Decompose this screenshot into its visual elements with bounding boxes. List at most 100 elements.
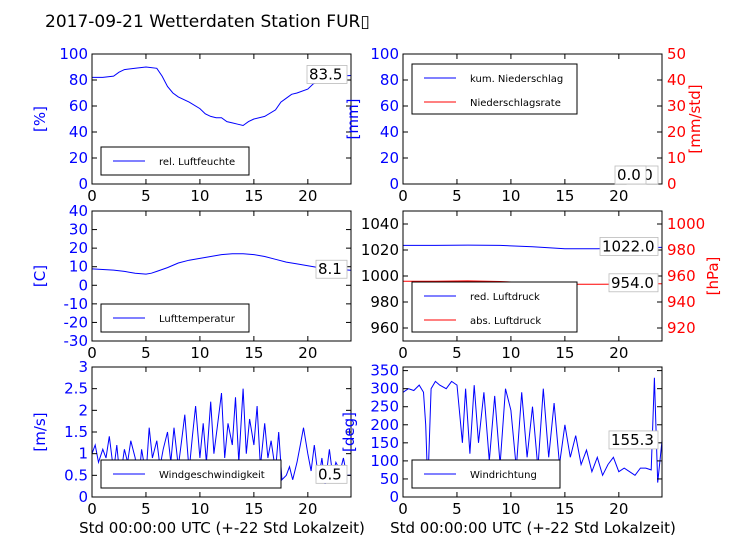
value-annotation: 8.1 [318, 260, 342, 278]
axes-frame-winddirection [402, 366, 663, 498]
y-tick-label: 250 [370, 398, 399, 416]
y2-tick-label: 0 [667, 175, 677, 193]
x-tick-label: 0 [87, 500, 97, 518]
y-tick-label: 150 [370, 434, 399, 452]
series-line-humidity-0 [92, 66, 351, 127]
y-tick-label: 980 [370, 293, 399, 311]
series-line-temperature-0 [92, 253, 351, 275]
y-tick-label: 50 [380, 470, 399, 488]
x-tick-label: 20 [609, 344, 628, 362]
y-tick-label: 30 [69, 221, 88, 239]
x-tick-label: 15 [555, 500, 574, 518]
legend-entry-label: Windgeschwindigkeit [159, 470, 265, 481]
y2-tick-label: 50 [667, 45, 686, 63]
y-tick-label: 0 [78, 488, 88, 506]
legend-entry-label: Windrichtung [470, 470, 537, 481]
x-axis-label-left: Std 00:00:00 UTC (+-22 Std Lokalzeit) [79, 519, 365, 537]
x-tick-label: 15 [244, 500, 263, 518]
annotation-box [599, 236, 659, 256]
y-tick-label: -10 [64, 295, 89, 313]
value-annotation: 954.0 [611, 274, 654, 292]
x-tick-label: 10 [190, 344, 209, 362]
panel-windspeed: 0 5 10 15 20 0 0.5 1 1.5 2 2.5 3 [m/s] Windgeschwindi… [31, 358, 352, 518]
annotation-box [306, 65, 348, 84]
value-annotation: 155.3 [611, 431, 654, 449]
x-tick-label: 10 [501, 187, 520, 205]
x-tick-label: 5 [141, 344, 151, 362]
x-tick-label: 5 [452, 344, 462, 362]
y-tick-label: 20 [380, 149, 399, 167]
x-tick-label: 15 [244, 344, 263, 362]
panel-precipitation: 0 5 10 15 20 0 20 40 60 80 100 0 10 20 30 40 50 [mm] [mm/s… [344, 45, 704, 205]
x-tick-label: 10 [190, 500, 209, 518]
y-tick-label: 200 [370, 416, 399, 434]
y-tick-label: 1040 [361, 215, 399, 233]
legend-entry-label: Niederschlagsrate [470, 98, 561, 109]
panel-humidity: 0 5 10 15 20 0 20 40 60 80 100 [%] rel. Luftfeuchte 8… [31, 45, 352, 205]
legend-pressure: red. Luftdruck abs. Luftdruck [411, 281, 578, 333]
x-tick-label: 20 [298, 500, 317, 518]
legend-entry-label: rel. Luftfeuchte [159, 157, 235, 168]
x-tick-label: 15 [555, 344, 574, 362]
legend-humidity: rel. Luftfeuchte [100, 146, 250, 176]
x-tick-label: 20 [298, 344, 317, 362]
y-tick-label: 10 [69, 258, 88, 276]
y-tick-label: 0 [389, 488, 399, 506]
y-tick-label: 100 [59, 45, 88, 63]
y2-tick-label: 1000 [667, 215, 705, 233]
y-tick-label: -20 [64, 313, 89, 331]
y-tick-label: 0 [389, 175, 399, 193]
y-tick-label: 80 [69, 71, 88, 89]
legend-box [411, 281, 578, 333]
x-axis-label-right: Std 00:00:00 UTC (+-22 Std Lokalzeit) [390, 519, 676, 537]
figure-title: 2017-09-21 Wetterdaten Station FUR▯ [45, 12, 370, 32]
y-axis-label: [mm] [344, 99, 362, 140]
x-tick-label: 15 [555, 187, 574, 205]
x-tick-label: 0 [87, 344, 97, 362]
y2-tick-label: 920 [667, 319, 696, 337]
y-tick-label: 0.5 [64, 466, 88, 484]
x-tick-label: 5 [141, 500, 151, 518]
annotation-box [315, 464, 348, 484]
y2-tick-label: 20 [667, 123, 686, 141]
legend-entry-label: Lufttemperatur [159, 314, 236, 325]
x-tick-label: 10 [190, 187, 209, 205]
y-tick-label: 100 [370, 452, 399, 470]
y-tick-label: 20 [69, 149, 88, 167]
y-tick-label: 3 [78, 358, 88, 376]
y-tick-label: 40 [380, 123, 399, 141]
y-tick-label: 40 [69, 202, 88, 220]
legend-winddirection: Windrichtung [411, 459, 561, 489]
y-tick-label: 1 [78, 445, 88, 463]
annotation-box [315, 259, 348, 279]
x-tick-label: 0 [398, 344, 408, 362]
x-tick-label: 5 [141, 187, 151, 205]
legend-entry-label: abs. Luftdruck [470, 316, 541, 327]
y-axis-label: [C] [31, 265, 49, 287]
x-tick-label: 5 [452, 500, 462, 518]
x-tick-label: 20 [298, 187, 317, 205]
panel-pressure: 0 5 10 15 20 960 980 1000 1020 1040 920 940 960 980 10… [361, 210, 722, 362]
legend-entry-label: red. Luftdruck [470, 292, 540, 303]
x-tick-label: 0 [398, 187, 408, 205]
x-tick-label: 20 [609, 187, 628, 205]
y-tick-label: -30 [64, 332, 89, 350]
y-tick-label: 60 [380, 97, 399, 115]
annotation-box [614, 165, 647, 185]
series-line-windspeed-0 [92, 388, 351, 485]
y-tick-label: 60 [69, 97, 88, 115]
legend-precipitation: kum. Niederschlag Niederschlagsrate [411, 63, 578, 115]
y-axis-label: [%] [31, 106, 49, 132]
y-tick-label: 1000 [361, 267, 399, 285]
x-tick-label: 10 [501, 344, 520, 362]
y-tick-label: 20 [69, 239, 88, 257]
y-axis-label: [m/s] [31, 412, 49, 451]
series-line-winddirection-0 [403, 377, 662, 487]
y-tick-label: 1020 [361, 241, 399, 259]
x-tick-label: 0 [398, 500, 408, 518]
legend-entry-label: kum. Niederschlag [470, 74, 563, 85]
value-annotation: 83.5 [309, 65, 342, 83]
y-tick-label: 80 [380, 71, 399, 89]
